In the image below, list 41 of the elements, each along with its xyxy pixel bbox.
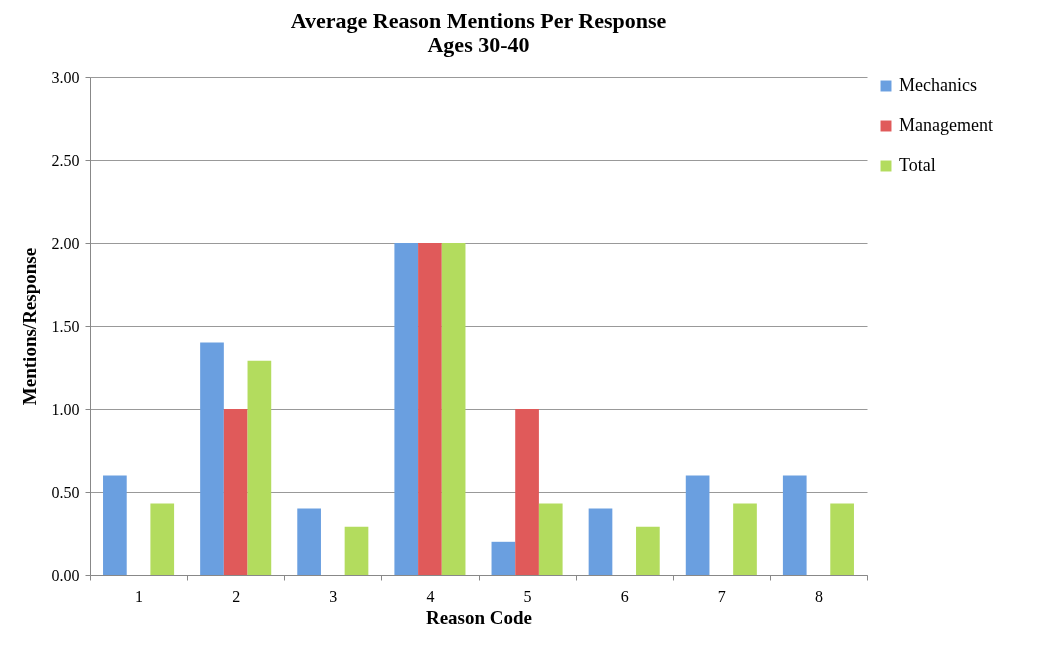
bar [150,503,175,575]
bar [394,243,419,575]
y-tick-label: 1.00 [51,400,80,418]
bar [344,526,369,575]
bar [782,475,807,575]
bar [685,475,710,575]
x-tick-label: 5 [523,587,532,605]
bar [418,243,442,575]
y-tick-label: 2.00 [51,234,80,252]
bar [297,508,321,575]
bar [103,475,127,575]
x-tick-label: 8 [814,587,823,605]
bar [733,503,757,575]
x-tick-label: 7 [717,587,726,605]
y-tick-label: 1.50 [51,317,80,335]
legend-label: Management [899,115,993,135]
y-tick-label: 0.50 [51,483,80,501]
chart-subtitle: Ages 30-40 [427,32,530,57]
bar [588,508,613,575]
x-tick-label: 2 [232,587,241,605]
x-tick-label: 3 [329,587,338,605]
legend-label: Mechanics [899,75,977,95]
y-axis-title: Mentions/Response [18,247,40,406]
x-axis-title: Reason Code [425,606,533,628]
y-tick-label: 3.00 [51,68,80,86]
y-tick-label: 0.00 [51,566,80,584]
bar [830,503,854,575]
legend-label: Total [899,155,936,175]
bar [636,526,660,575]
x-tick-label: 4 [426,587,435,605]
x-tick-label: 1 [135,587,144,605]
bar [223,409,248,575]
chart-title: Average Reason Mentions Per Response [290,8,667,33]
bar [538,503,563,575]
bar [441,243,466,575]
y-tick-label: 2.50 [51,151,80,169]
bar [515,409,539,575]
bar [200,342,224,575]
bar [491,541,516,575]
bar [247,360,272,575]
x-tick-label: 6 [620,587,629,605]
